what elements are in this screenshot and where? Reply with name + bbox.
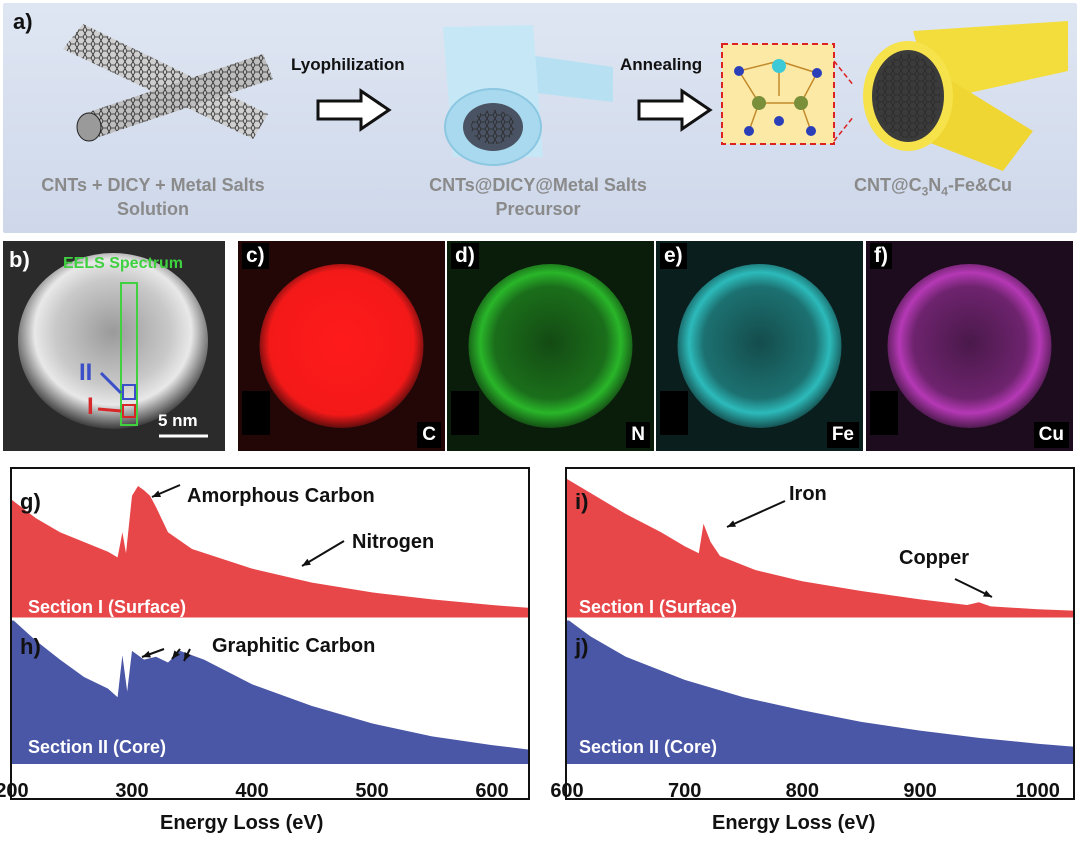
- arrow-graphitic-1-head: [142, 650, 151, 658]
- map-image: [238, 241, 445, 451]
- x-tick-label: 600: [475, 780, 509, 802]
- x-tick-label: 300: [115, 780, 149, 802]
- marker-i: I: [87, 393, 94, 420]
- arrow-right-icon: [316, 88, 392, 132]
- arrow-graphitic-3-head: [184, 652, 191, 661]
- step2-caption: CNTs@DICY@Metal Salts Precursor: [388, 173, 688, 221]
- step3-caption: CNT@C3N4-Fe&Cu: [793, 173, 1073, 204]
- panel-h-label: h): [20, 634, 41, 659]
- section-i-label: Section I (Surface): [579, 597, 738, 617]
- spectrum-area-j: [567, 619, 1073, 764]
- panel-i-label: i): [575, 489, 589, 514]
- element-map-c: c) C: [238, 241, 445, 451]
- step3-caption-part: -Fe&Cu: [947, 175, 1012, 195]
- haadf-image: b) EELS Spectrum II I 5 nm: [3, 241, 225, 451]
- x-axis-title-left: Energy Loss (eV): [160, 812, 324, 834]
- structure-inset: [721, 43, 855, 145]
- precursor-illustration: [443, 25, 613, 166]
- panel-g-label: g): [20, 489, 41, 514]
- lyophilization-label: Lyophilization: [291, 55, 405, 74]
- map-image: [656, 241, 863, 451]
- step2-caption-line1: CNTs@DICY@Metal Salts: [429, 175, 647, 195]
- spectra-left-frame: g) h) Section I (Surface) Section II (Co…: [10, 467, 530, 800]
- step1-caption: CNTs + DICY + Metal Salts Solution: [13, 173, 293, 221]
- annotation-graphitic-carbon: Graphitic Carbon: [212, 635, 376, 657]
- panel-a-label: a): [13, 9, 33, 34]
- panel-j-label: j): [575, 634, 589, 659]
- x-tick-label: 500: [355, 780, 389, 802]
- spectra-right-frame: i) j) Section I (Surface) Section II (Co…: [565, 467, 1075, 800]
- spectra-left-plot: [12, 484, 528, 764]
- map-image: [866, 241, 1073, 451]
- arrow-graphitic-2-head: [172, 650, 180, 659]
- map-panel-label: e): [660, 243, 687, 269]
- schematic-panel: a) CNTs + DICY + Metal Salts Solution Ly…: [3, 3, 1077, 233]
- marker-ii: II: [79, 359, 93, 386]
- map-element-label: Cu: [1033, 422, 1069, 448]
- annotation-iron: Iron: [789, 483, 827, 505]
- x-tick-label: 200: [0, 780, 29, 802]
- arrow-right-icon: [637, 88, 713, 132]
- x-tick-label: 700: [667, 780, 702, 802]
- annealing-label: Annealing: [620, 55, 703, 74]
- arrow-amorphous-head: [152, 490, 161, 497]
- step3-caption-subscript: 4: [941, 184, 948, 199]
- x-tick-label: 900: [903, 780, 937, 802]
- spectrum-area-g: [12, 486, 528, 619]
- annotation-copper: Copper: [899, 547, 969, 569]
- arrow-iron-head: [727, 520, 736, 527]
- arrow-iron: [726, 500, 786, 528]
- section-i-label: Section I (Surface): [28, 597, 187, 617]
- section-ii-label: Section II (Core): [28, 737, 167, 757]
- step3-caption-part: N: [928, 175, 942, 195]
- x-axis-title-right: Energy Loss (eV): [712, 812, 876, 834]
- step3-caption-subscript: 3: [921, 184, 929, 199]
- step1-caption-line2: Solution: [117, 199, 189, 219]
- eels-spectrum-title: EELS Spectrum: [63, 255, 184, 272]
- spectrum-area-i: [567, 479, 1073, 619]
- x-tick-label: 800: [785, 780, 820, 802]
- arrow-nitrogen-head: [302, 558, 311, 566]
- annotation-nitrogen: Nitrogen: [352, 531, 435, 553]
- haadf-micrograph: [3, 241, 225, 451]
- x-tick-label: 600: [550, 780, 584, 802]
- map-element-label: Fe: [826, 422, 859, 448]
- map-element-label: N: [626, 422, 650, 448]
- x-tick-label: 400: [235, 780, 269, 802]
- step1-caption-line1: CNTs + DICY + Metal Salts: [41, 175, 265, 195]
- element-map-n: d) N: [447, 241, 654, 451]
- product-illustration: [863, 21, 1068, 171]
- arrow-copper-head: [983, 590, 992, 597]
- element-map-fe: e) Fe: [656, 241, 863, 451]
- map-image: [447, 241, 654, 451]
- map-panel-label: c): [242, 243, 269, 269]
- step3-caption-part: CNT@C: [854, 175, 922, 195]
- element-map-cu: f) Cu: [866, 241, 1073, 451]
- x-tick-label: 1000: [1015, 780, 1060, 802]
- map-panel-label: f): [870, 243, 892, 269]
- step2-caption-line2: Precursor: [495, 199, 581, 219]
- spectrum-area-h: [12, 619, 528, 764]
- panel-b-label: b): [9, 247, 30, 272]
- map-element-label: C: [417, 422, 441, 448]
- map-panel-label: d): [451, 243, 479, 269]
- annotation-amorphous-carbon: Amorphous Carbon: [187, 485, 375, 507]
- section-ii-label: Section II (Core): [579, 737, 718, 757]
- cnt-bundle-illustration: [63, 24, 273, 142]
- spectra-right-plot: [567, 479, 1073, 764]
- scale-bar-label: 5 nm: [158, 411, 198, 430]
